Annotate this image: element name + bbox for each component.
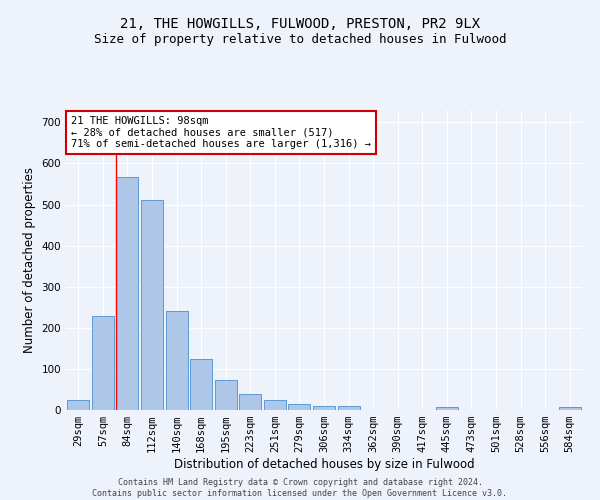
Text: 21, THE HOWGILLS, FULWOOD, PRESTON, PR2 9LX: 21, THE HOWGILLS, FULWOOD, PRESTON, PR2 … bbox=[120, 18, 480, 32]
X-axis label: Distribution of detached houses by size in Fulwood: Distribution of detached houses by size … bbox=[173, 458, 475, 471]
Text: 21 THE HOWGILLS: 98sqm
← 28% of detached houses are smaller (517)
71% of semi-de: 21 THE HOWGILLS: 98sqm ← 28% of detached… bbox=[71, 116, 371, 149]
Bar bbox=[313, 406, 335, 410]
Bar bbox=[338, 406, 359, 410]
Bar bbox=[239, 394, 262, 410]
Bar bbox=[190, 358, 212, 410]
Bar bbox=[559, 406, 581, 410]
Text: Size of property relative to detached houses in Fulwood: Size of property relative to detached ho… bbox=[94, 32, 506, 46]
Bar bbox=[289, 404, 310, 410]
Bar bbox=[215, 380, 237, 410]
Bar bbox=[67, 400, 89, 410]
Text: Contains HM Land Registry data © Crown copyright and database right 2024.
Contai: Contains HM Land Registry data © Crown c… bbox=[92, 478, 508, 498]
Bar bbox=[166, 312, 188, 410]
Bar bbox=[141, 200, 163, 410]
Bar bbox=[264, 400, 286, 410]
Bar bbox=[116, 176, 139, 410]
Bar bbox=[92, 316, 114, 410]
Bar bbox=[436, 406, 458, 410]
Y-axis label: Number of detached properties: Number of detached properties bbox=[23, 167, 36, 353]
